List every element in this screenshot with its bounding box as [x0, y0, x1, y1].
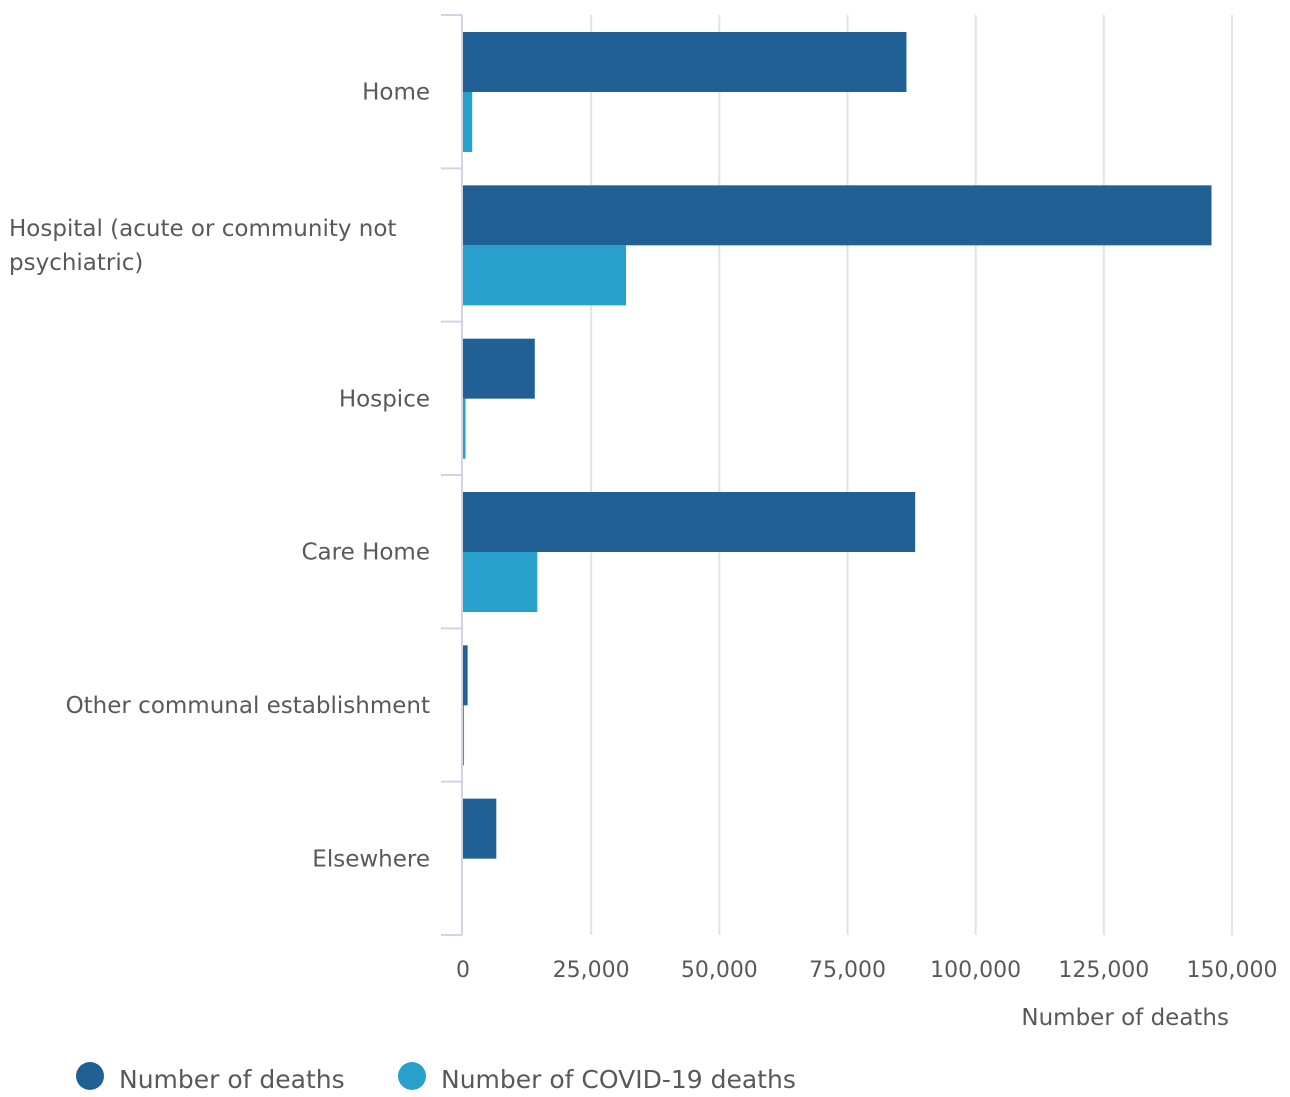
- bar-covid-deaths: [463, 92, 473, 152]
- bar-total-deaths: [463, 185, 1212, 246]
- bar-covid-deaths: [463, 245, 627, 306]
- y-axis: [441, 14, 463, 936]
- category-label: Home: [362, 80, 430, 106]
- legend-swatch: [398, 1062, 426, 1090]
- x-tick-label: 100,000: [930, 958, 1021, 983]
- legend: Number of deaths Number of COVID-19 death…: [76, 1062, 796, 1094]
- x-tick-label: 50,000: [681, 958, 758, 983]
- bars: [463, 32, 1212, 859]
- legend-label: Number of deaths: [119, 1065, 345, 1093]
- bar-covid-deaths: [463, 398, 466, 459]
- gridlines: [590, 15, 1233, 935]
- category-label: Hospital (acute or community not psychiat…: [9, 216, 396, 276]
- category-labels: Home Hospital (acute or community not psyc…: [9, 80, 430, 873]
- x-tick-label: 125,000: [1058, 958, 1149, 983]
- category-label: Other communal establishment: [66, 693, 430, 719]
- category-label: Elsewhere: [312, 846, 430, 872]
- x-tick-labels: 0 25,000 50,000 75,000 100,000 125,000 150,000: [456, 958, 1277, 983]
- x-tick-label: 75,000: [809, 958, 886, 983]
- category-label: Care Home: [302, 540, 431, 566]
- x-axis-title: Number of deaths: [1021, 1005, 1229, 1031]
- legend-label: Number of COVID-19 deaths: [441, 1065, 796, 1093]
- x-tick-label: 0: [456, 958, 470, 983]
- bar-total-deaths: [463, 32, 907, 92]
- category-label: Hospice: [339, 386, 430, 412]
- x-tick-label: 150,000: [1187, 958, 1278, 983]
- bar-total-deaths: [463, 798, 497, 859]
- bar-covid-deaths: [463, 705, 465, 766]
- bar-total-deaths: [463, 492, 916, 552]
- legend-swatch: [76, 1062, 104, 1090]
- bar-covid-deaths: [463, 552, 538, 612]
- x-tick-label: 25,000: [553, 958, 630, 983]
- bar-total-deaths: [463, 338, 535, 399]
- bar-total-deaths: [463, 645, 468, 706]
